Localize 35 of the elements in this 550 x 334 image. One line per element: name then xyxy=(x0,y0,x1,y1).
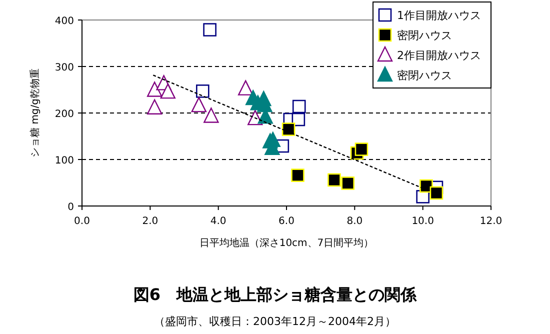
y-tick-label: 400 xyxy=(54,16,74,27)
x-axis-title: 日平均地温（深さ10cm、7日間平均） xyxy=(199,237,374,249)
x-tick-label: 8.0 xyxy=(346,216,363,227)
point xyxy=(430,186,444,200)
legend-label: 密閉ハウス xyxy=(397,69,452,82)
point xyxy=(341,176,354,190)
y-tick-label: 100 xyxy=(54,156,74,166)
point xyxy=(204,108,219,123)
legend-label: 1作目開放ハウス xyxy=(397,9,481,22)
legend-label: 密閉ハウス xyxy=(397,29,452,42)
x-tick-label: 0.0 xyxy=(74,216,90,227)
point xyxy=(147,82,162,97)
x-tick-label: 6.0 xyxy=(278,216,294,227)
point xyxy=(292,100,306,114)
y-tick-label: 300 xyxy=(54,62,74,74)
x-tick-label: 10.0 xyxy=(412,216,434,227)
point xyxy=(291,168,304,182)
point xyxy=(328,173,341,187)
point xyxy=(354,142,368,156)
point xyxy=(292,112,306,126)
point xyxy=(147,99,162,114)
x-tick-label: 2.0 xyxy=(142,216,158,227)
point xyxy=(191,96,207,112)
text: 図6 地温と地上部ショ糖含量との関係 xyxy=(133,285,418,304)
point xyxy=(196,84,210,98)
y-axis-title: ショ糖 mg/g乾物重 xyxy=(29,68,41,158)
point xyxy=(160,83,176,99)
y-tick-label: 200 xyxy=(54,109,74,120)
point xyxy=(282,122,296,136)
x-tick-label: 12.0 xyxy=(480,216,502,227)
x-tick-label: 4.0 xyxy=(210,216,226,227)
legend-label: 2作目開放ハウス xyxy=(397,49,481,62)
y-tick-label: 0 xyxy=(68,202,74,213)
point xyxy=(238,80,254,96)
text: （盛岡市、収穫日：2003年12月～2004年2月） xyxy=(154,315,396,328)
